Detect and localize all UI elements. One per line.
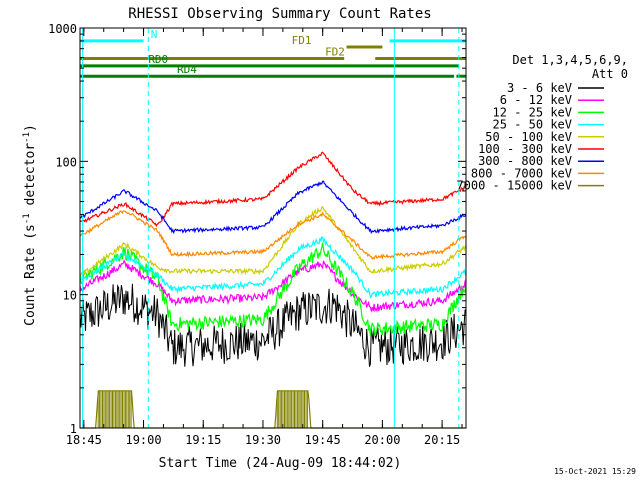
series-line <box>79 283 467 367</box>
legend-label: 6 - 12 keV <box>500 93 572 107</box>
x-tick-label: 19:15 <box>185 433 221 447</box>
series-1 <box>79 283 467 367</box>
x-tick-label: 19:30 <box>245 433 281 447</box>
legend-title-line-1: Det 1,3,4,5,6,9, <box>512 53 628 67</box>
x-tick-label: 20:15 <box>424 433 460 447</box>
series-5 <box>79 206 467 276</box>
series-line <box>79 180 467 235</box>
series-7 <box>79 180 467 235</box>
flag-label: FD1 <box>292 34 312 47</box>
legend-label: 12 - 25 keV <box>493 105 572 119</box>
x-tick-label: 20:00 <box>364 433 400 447</box>
legend-label: 100 - 300 keV <box>478 142 572 156</box>
x-tick-label: 19:45 <box>305 433 341 447</box>
y-tick-label: 100 <box>55 155 77 169</box>
legend-label: 50 - 100 keV <box>485 130 572 144</box>
plot-frame <box>79 27 467 429</box>
legend-label: 300 - 800 keV <box>478 154 572 168</box>
flag-label: RD4 <box>177 63 197 76</box>
overlay-layer: N FD1 FD2 RD0 RD4 <box>80 28 466 428</box>
axis-layer: 18:45 19:00 19:15 19:30 19:45 20:00 20:15 1 10 10… <box>48 22 466 447</box>
x-tick-label: 18:45 <box>66 433 102 447</box>
flag-label: RD0 <box>148 53 168 66</box>
x-axis-label: Start Time (24-Aug-09 18:44:02) <box>159 456 402 471</box>
y-tick-label: 1000 <box>48 22 77 36</box>
x-tick-label: 19:00 <box>125 433 161 447</box>
series-line <box>79 259 467 314</box>
legend-label: 3 - 6 keV <box>507 81 572 95</box>
y-tick-label: 1 <box>70 422 77 436</box>
legend-title-line-2: Att 0 <box>592 67 628 81</box>
y-tick-label: 10 <box>63 289 77 303</box>
series-2 <box>79 259 467 314</box>
legend-label: 25 - 50 keV <box>493 118 572 132</box>
series-line <box>79 151 467 228</box>
chart-title: RHESSI Observing Summary Count Rates <box>128 6 431 22</box>
series-line <box>79 210 467 260</box>
legend-label: 7000 - 15000 keV <box>456 179 572 193</box>
flag-label: FD2 <box>325 46 345 59</box>
series-8 <box>79 210 467 260</box>
series-6 <box>79 151 467 228</box>
legend-label: 800 - 7000 keV <box>471 166 572 180</box>
high-energy-burst-hatch <box>97 390 308 428</box>
flag-label: N <box>151 28 158 41</box>
series-line <box>79 242 467 336</box>
y-axis-label: Count Rate (s-1 detector-1) <box>22 124 38 326</box>
series-4 <box>79 236 467 299</box>
series-line <box>79 206 467 276</box>
series-line <box>79 236 467 299</box>
footer-timestamp: 15-Oct-2021 15:29 <box>554 467 636 476</box>
series-3 <box>79 242 467 336</box>
